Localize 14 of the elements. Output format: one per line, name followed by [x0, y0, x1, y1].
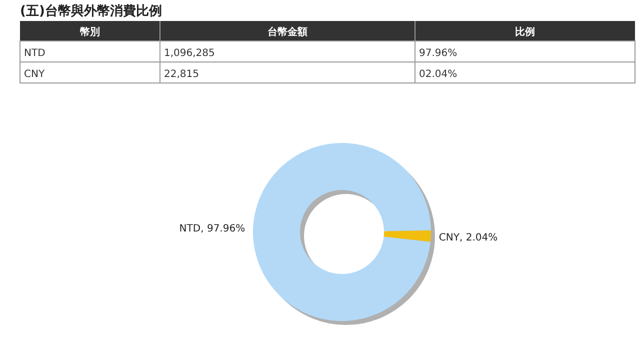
- text: 97.96%: [419, 48, 458, 59]
- text: NTD: [24, 48, 46, 59]
- slice-label: CNY: [438, 232, 460, 244]
- text: CNY: [24, 69, 46, 80]
- text: 22,815: [164, 69, 199, 80]
- text: 1,096,285: [164, 48, 215, 59]
- category-label: 幣別: [80, 26, 100, 38]
- data-label: , 2.04%: [459, 232, 498, 244]
- category-label: 比例: [515, 26, 536, 38]
- category-label: 台幣金額: [267, 26, 308, 38]
- data-label: , 97.96%: [200, 224, 246, 235]
- slice-label: NTD: [179, 224, 201, 235]
- text: 02.04%: [419, 69, 458, 80]
- text: (五)台幣與外幣消費比例: [20, 3, 162, 19]
